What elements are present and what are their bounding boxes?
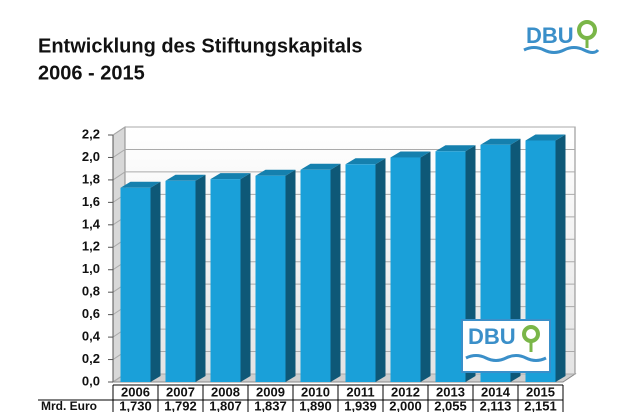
bar-top (435, 145, 476, 152)
value-label: 2,151 (524, 398, 557, 412)
logo-wave (465, 354, 547, 362)
bar-top (120, 181, 161, 188)
logo-text: DBU (526, 23, 574, 48)
bar (300, 169, 331, 382)
grid-line (112, 126, 575, 136)
x-tick-label: 2011 (346, 384, 374, 399)
bar (165, 180, 196, 382)
y-tick-label: 2,2 (82, 126, 100, 141)
y-tick-label: 0,2 (82, 351, 100, 366)
bar (390, 157, 421, 382)
logo-text: DBU (468, 324, 516, 349)
bar-side (330, 163, 341, 382)
bar (255, 175, 286, 382)
y-tick-label: 1,2 (82, 239, 100, 254)
bar (120, 187, 151, 382)
row-label: Mrd. Euro (41, 399, 97, 412)
bar-side (150, 181, 161, 382)
bar-top (480, 138, 521, 145)
x-tick-label: 2008 (211, 384, 240, 399)
chart-title: Entwicklung des Stiftungskapitals (38, 35, 363, 57)
bar-top (165, 174, 206, 181)
value-label: 1,939 (344, 398, 377, 412)
bar-top (210, 173, 251, 180)
logo-wave (523, 46, 600, 54)
bar-side (195, 174, 206, 382)
value-label: 1,730 (119, 398, 152, 412)
bar (435, 151, 466, 382)
x-tick-label: 2006 (121, 384, 150, 399)
bar-side (285, 169, 296, 382)
y-tick-label: 0,0 (82, 373, 100, 388)
grid-line (112, 148, 575, 158)
bar-top (300, 163, 341, 170)
y-tick-label: 1,8 (82, 171, 100, 186)
y-tick-label: 1,4 (82, 216, 101, 231)
bar-top (345, 158, 386, 165)
x-tick-label: 2013 (436, 384, 465, 399)
y-tick-label: 1,6 (82, 194, 100, 209)
bar-side (555, 134, 566, 382)
x-tick-label: 2007 (166, 384, 195, 399)
x-tick-label: 2015 (526, 384, 555, 399)
y-tick-label: 0,8 (82, 284, 100, 299)
x-tick-label: 2014 (481, 384, 511, 399)
value-label: 1,807 (209, 398, 242, 412)
value-label: 2,113 (480, 398, 512, 412)
bar-top (255, 169, 296, 176)
y-tick-label: 0,4 (82, 329, 101, 344)
bar-top (525, 134, 566, 141)
x-tick-label: 2012 (391, 384, 420, 399)
value-label: 1,837 (254, 398, 287, 412)
y-tick-label: 2,0 (82, 149, 100, 164)
value-label: 1,890 (299, 398, 332, 412)
x-tick-label: 2010 (301, 384, 330, 399)
logo-tree (577, 20, 597, 40)
bar-side (420, 151, 431, 382)
value-label: 2,055 (434, 398, 467, 412)
value-label: 1,792 (164, 398, 197, 412)
value-label: 2,000 (389, 398, 422, 412)
bar (210, 179, 241, 382)
chart-subtitle: 2006 - 2015 (38, 62, 145, 84)
x-tick-label: 2009 (256, 384, 285, 399)
y-tick-label: 1,0 (82, 261, 100, 276)
logo: DBU (523, 20, 600, 54)
bar-side (240, 173, 251, 382)
bar-side (375, 158, 386, 382)
bar-top (390, 151, 431, 158)
bar (345, 164, 376, 382)
y-tick-label: 0,6 (82, 306, 100, 321)
logo: DBU (461, 319, 551, 373)
